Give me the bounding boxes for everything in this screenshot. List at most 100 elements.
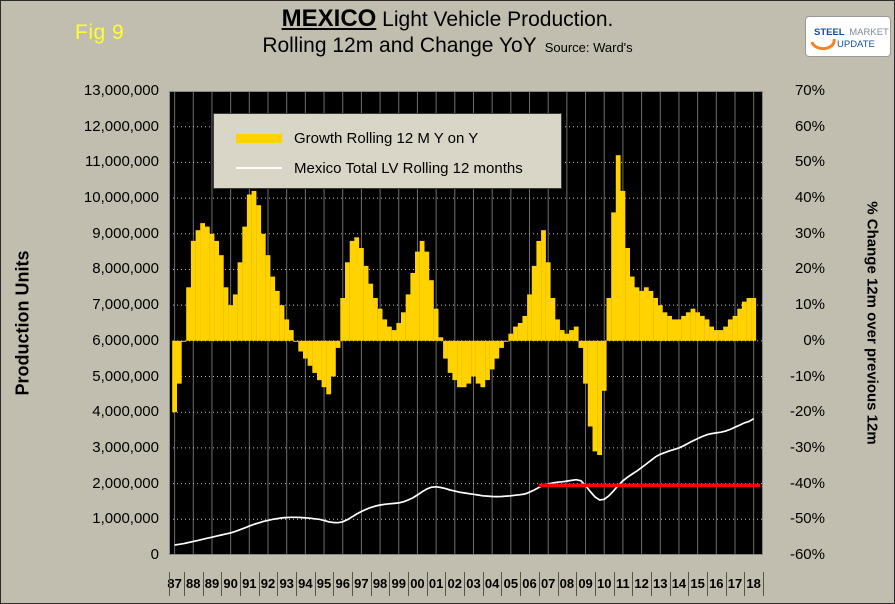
legend-bar-label: Growth Rolling 12 M Y on Y <box>294 129 479 147</box>
x-axis-tick-label: 17 <box>727 576 743 591</box>
x-axis-tick-mark <box>169 572 170 596</box>
legend-bar-swatch <box>236 133 282 143</box>
left-axis-tick-label: 12,000,000 <box>83 117 159 135</box>
x-axis-tick-mark <box>594 572 596 596</box>
x-axis-tick-mark <box>445 572 447 596</box>
x-axis-tick-label: 99 <box>391 576 406 591</box>
x-axis-tick-label: 10 <box>596 576 612 591</box>
x-axis-tick-label: 97 <box>354 576 369 591</box>
right-axis-tick-label: -50% <box>789 510 825 528</box>
x-axis-tick-label: 06 <box>522 576 537 591</box>
x-axis-tick-mark <box>202 572 204 596</box>
x-axis-tick-mark <box>538 572 540 596</box>
left-axis-tick-label: 7,000,000 <box>92 296 159 314</box>
figure-label: Fig 9 <box>75 21 125 44</box>
x-axis-tick-mark <box>725 572 727 596</box>
x-axis-tick-mark <box>408 572 410 596</box>
x-axis-tick-label: 91 <box>242 576 257 591</box>
x-axis-tick-label: 14 <box>671 576 687 591</box>
x-axis-tick-mark <box>744 572 746 596</box>
x-axis-tick-mark <box>277 572 279 596</box>
left-axis-tick-label: 11,000,000 <box>85 153 159 171</box>
x-axis-tick-label: 11 <box>616 576 630 591</box>
x-axis-tick-mark <box>370 572 372 596</box>
chart-title-line1: MEXICO Light Vehicle Production. <box>1 5 894 33</box>
x-axis-tick-label: 18 <box>746 576 761 591</box>
x-axis-tick-mark <box>464 572 466 596</box>
right-axis-tick-label: 50% <box>794 153 825 171</box>
growth-bars <box>172 155 757 455</box>
x-axis-tick-mark <box>520 572 522 596</box>
x-axis-tick-label: 90 <box>223 576 238 591</box>
left-axis-tick-label: 10,000,000 <box>83 189 159 207</box>
right-axis-tick-label: 70% <box>794 82 825 99</box>
x-axis-tick-mark <box>688 572 690 596</box>
x-axis-tick-mark <box>221 572 223 596</box>
title-country: MEXICO <box>281 5 377 32</box>
x-axis-tick-mark <box>613 572 615 596</box>
right-axis-tick-label: 60% <box>794 117 825 135</box>
left-axis-tick-label: 4,000,000 <box>92 403 159 421</box>
smu-logo-image: STEEL MARKET UPDATE <box>810 27 889 50</box>
x-axis-tick-mark <box>296 572 298 596</box>
x-axis-tick-mark <box>576 572 578 596</box>
plot-border <box>169 91 763 555</box>
x-axis-tick-label: 98 <box>372 576 388 591</box>
x-axis-tick-label: 88 <box>186 576 201 591</box>
logo-word-update: UPDATE <box>837 39 875 50</box>
x-axis-tick-label: 93 <box>279 576 294 591</box>
x-axis-tick-mark <box>258 572 260 596</box>
left-axis-tick-label: 9,000,000 <box>92 224 159 242</box>
chart-title-block: MEXICO Light Vehicle Production. Rolling… <box>1 5 894 58</box>
x-axis-tick-label: 04 <box>484 576 500 591</box>
left-axis-tick-label: 2,000,000 <box>92 474 159 492</box>
x-axis-tick-label: 02 <box>447 576 463 591</box>
x-axis-tick-mark <box>239 572 241 596</box>
x-axis-tick-mark <box>314 572 316 596</box>
x-axis-tick-mark <box>352 572 354 596</box>
left-axis-tick-label: 6,000,000 <box>92 331 159 349</box>
x-axis-tick-label: 94 <box>298 576 313 591</box>
legend-item-growth: Growth Rolling 12 M Y on Y <box>236 126 561 150</box>
right-axis-title: % Change 12m over previous 12m <box>863 201 881 445</box>
logo-swoosh-icon <box>810 38 836 50</box>
x-axis-tick-mark <box>426 572 428 596</box>
x-axis-tick-label: 16 <box>709 576 724 591</box>
smu-logo: STEEL MARKET UPDATE <box>805 16 891 57</box>
x-axis-tick-mark <box>669 572 671 596</box>
svg-text:STEEL MARKET: STEEL MARKET <box>814 27 889 38</box>
x-axis-tick-label: 01 <box>428 576 444 591</box>
x-axis-tick-label: 05 <box>503 576 519 591</box>
chart-title-line2: Rolling 12m and Change YoY Source: Ward's <box>1 34 894 58</box>
left-axis-tick-label: 1,000,000 <box>92 510 159 528</box>
right-axis-tick-label: 20% <box>794 260 825 278</box>
x-axis-tick-label: 07 <box>540 576 556 591</box>
x-axis-tick-mark <box>333 572 335 596</box>
x-axis-tick-mark <box>557 572 559 596</box>
x-axis-tick-mark <box>183 572 185 596</box>
right-axis-tick-label: 40% <box>794 189 825 207</box>
x-axis-tick-label: 12 <box>634 576 649 591</box>
x-axis-tick-mark <box>482 572 484 596</box>
logo-word-steel: STEEL <box>814 27 845 38</box>
title-rest: Light Vehicle Production. <box>376 8 614 31</box>
x-axis-tick-label: 09 <box>578 576 593 591</box>
left-axis-tick-label: 0 <box>150 546 159 563</box>
x-axis-tick-label: 87 <box>167 576 182 591</box>
x-axis-tick-mark <box>763 572 764 596</box>
x-axis-tick-label: 92 <box>260 576 276 591</box>
right-axis-tick-label: -20% <box>789 403 825 421</box>
legend: Growth Rolling 12 M Y on Y Mexico Total … <box>213 113 562 189</box>
x-axis-tick-label: 96 <box>335 576 350 591</box>
x-axis-tick-label: 13 <box>653 576 668 591</box>
logo-word-market: MARKET <box>849 27 889 38</box>
x-axis-tick-label: 95 <box>316 576 332 591</box>
x-axis-tick-label: 08 <box>559 576 575 591</box>
x-axis-tick-mark <box>501 572 503 596</box>
source-label: Source: Ward's <box>544 40 633 55</box>
right-axis-tick-label: -60% <box>789 546 825 563</box>
legend-line-label: Mexico Total LV Rolling 12 months <box>294 159 523 177</box>
right-axis-tick-label: 10% <box>794 296 825 314</box>
production-line <box>174 417 755 546</box>
